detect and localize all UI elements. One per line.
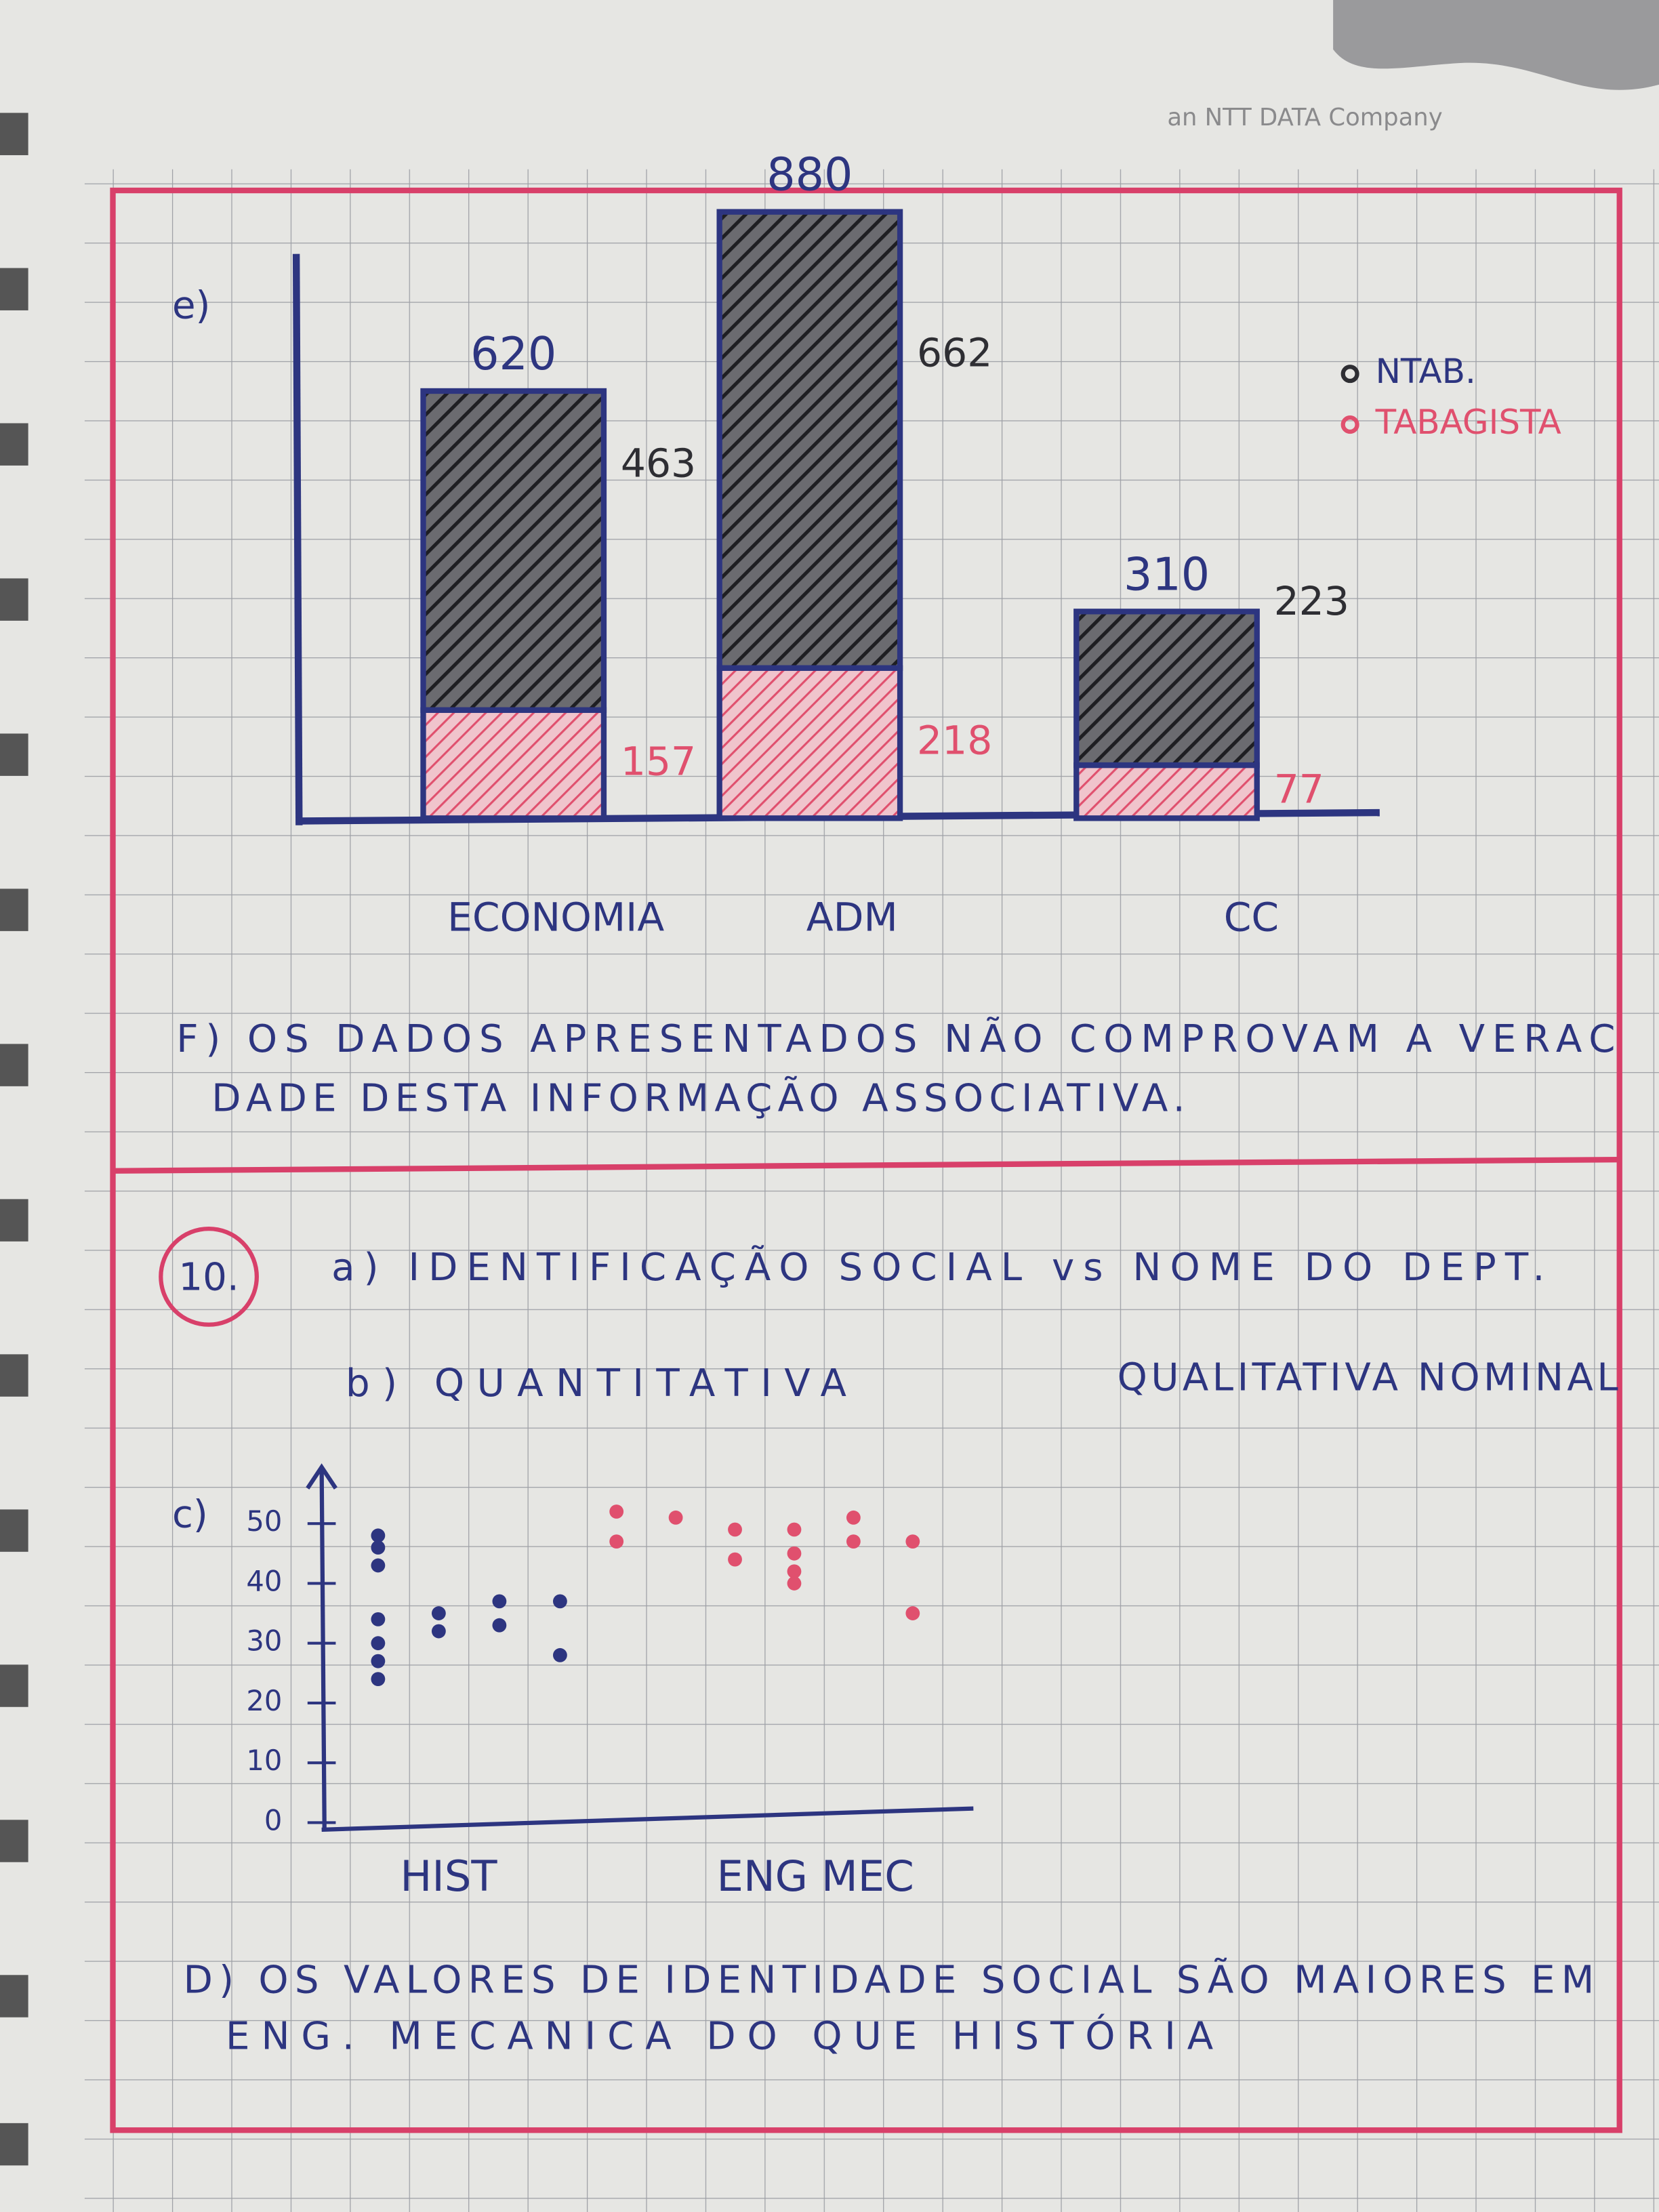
- bar-segment: [1073, 762, 1260, 821]
- answer-b: QUALITATIVA NOMINAL: [1118, 1355, 1618, 1399]
- legend-label: TABAGISTA: [1375, 403, 1561, 442]
- total-label: 880: [766, 148, 853, 201]
- part-label: c): [172, 1492, 208, 1536]
- legend-marker: [1340, 365, 1359, 384]
- y-axis: [292, 253, 303, 825]
- spiral-binding: [0, 112, 28, 2166]
- note-line: DADE DESTA INFORMAÇÃO ASSOCIATIVA.: [211, 1075, 1185, 1120]
- category-label: CC: [1224, 894, 1279, 940]
- y-tick-label: 20: [246, 1684, 282, 1717]
- segment-label: 77: [1274, 766, 1324, 812]
- segment-label: 218: [917, 718, 992, 764]
- y-tick-label: 10: [246, 1744, 282, 1777]
- data-point: [371, 1654, 386, 1668]
- data-point: [668, 1510, 683, 1525]
- data-point: [609, 1534, 624, 1549]
- data-point: [787, 1546, 802, 1561]
- y-tick-label: 40: [246, 1564, 282, 1597]
- bar-segment: [420, 388, 607, 713]
- y-tick-label: 0: [264, 1803, 282, 1837]
- brand: an NTT DATA Company: [1167, 104, 1442, 131]
- data-point: [431, 1624, 446, 1639]
- note-line: ENG. MECANICA DO QUE HISTÓRIA: [226, 2013, 1213, 2059]
- y-axis: [319, 1467, 327, 1831]
- data-point: [371, 1612, 386, 1626]
- category-label: HIST: [400, 1851, 497, 1901]
- data-point: [787, 1564, 802, 1579]
- data-point: [846, 1534, 861, 1549]
- note-line: F) OS DADOS APRESENTADOS NÃO COMPROVAM A…: [176, 1016, 1615, 1061]
- data-point: [728, 1522, 742, 1537]
- total-label: 620: [470, 327, 556, 380]
- legend-marker: [1340, 415, 1359, 434]
- category-label: ADM: [806, 894, 898, 940]
- data-point: [371, 1540, 386, 1555]
- bar-segment: [420, 707, 607, 821]
- question-number: 10.: [178, 1256, 239, 1300]
- category-label: ECONOMIA: [447, 894, 664, 940]
- data-point: [787, 1522, 802, 1537]
- data-point: [492, 1618, 507, 1633]
- data-point: [846, 1510, 861, 1525]
- data-point: [371, 1528, 386, 1543]
- segment-label: 463: [621, 441, 696, 487]
- note-line: D) OS VALORES DE IDENTIDADE SOCIAL SÃO M…: [184, 1957, 1595, 2002]
- data-point: [371, 1672, 386, 1687]
- data-point: [431, 1606, 446, 1620]
- bar-segment: [1073, 609, 1260, 769]
- y-tick-label: 30: [246, 1624, 282, 1658]
- legend-label: NTAB.: [1376, 352, 1476, 391]
- total-label: 310: [1124, 548, 1210, 600]
- section-divider: [112, 1156, 1620, 1174]
- segment-label: 157: [621, 739, 696, 785]
- data-point: [905, 1606, 920, 1620]
- data-point: [371, 1558, 386, 1573]
- bar-segment: [716, 209, 903, 671]
- data-point: [787, 1576, 802, 1591]
- data-point: [553, 1594, 567, 1609]
- data-point: [728, 1552, 742, 1567]
- bar-chart: 157 463 620 ECONOMIA 218 662 880 ADM 77 223 310 CC N…: [292, 148, 1561, 940]
- y-tick-label: 50: [246, 1504, 282, 1538]
- data-point: [609, 1504, 624, 1519]
- category-label: ENG MEC: [717, 1851, 914, 1901]
- corner-shape: [1333, 0, 1659, 90]
- data-point: [905, 1534, 920, 1549]
- data-point: [371, 1636, 386, 1651]
- strip-chart: 0 10 20 30 40 50 HIST ENG MEC: [246, 1463, 974, 1901]
- number-circle: [159, 1226, 259, 1327]
- bar-segment: [716, 665, 903, 821]
- x-axis: [321, 1806, 974, 1832]
- segment-label: 662: [917, 329, 992, 375]
- part-label: e): [172, 283, 210, 327]
- data-point: [492, 1594, 507, 1609]
- segment-label: 223: [1274, 578, 1349, 624]
- data-point: [553, 1647, 567, 1662]
- axis-arrow: [306, 1463, 338, 1490]
